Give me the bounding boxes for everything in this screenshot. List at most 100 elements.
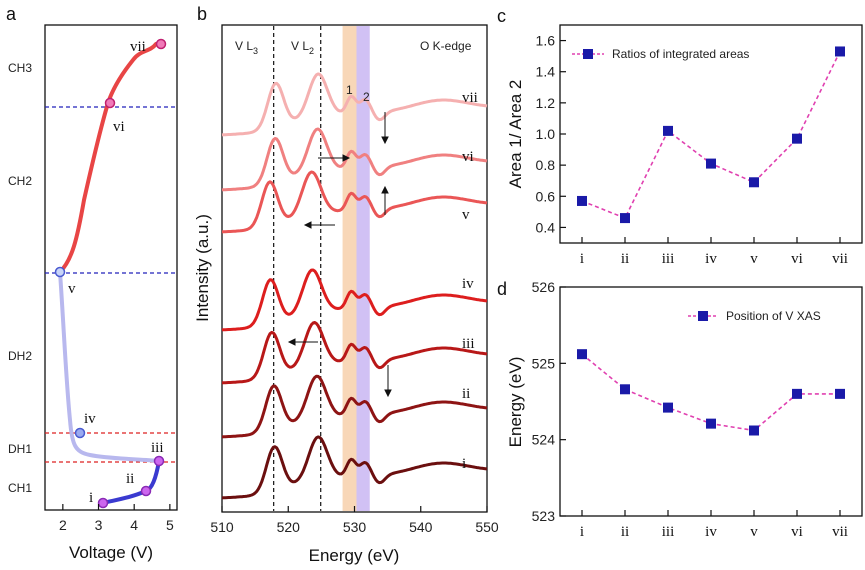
region-label-dh2: DH2 (8, 349, 32, 363)
arrowhead-down-iii (384, 389, 392, 398)
xtick-label: vii (832, 251, 848, 267)
stage-marker-ii (140, 485, 152, 497)
spectrum-i (221, 435, 488, 500)
legend-c-label: Ratios of integrated areas (612, 47, 749, 61)
stage-label-v: v (68, 281, 76, 297)
ytick-label: 1.0 (536, 126, 556, 142)
spectrum-ii (221, 374, 488, 439)
series-label-v: v (462, 207, 470, 223)
shift-arrows (287, 112, 392, 398)
stage-marker-v (54, 266, 66, 278)
stage-label-iii: iii (151, 440, 164, 456)
b-xtick-label: 510 (210, 519, 234, 535)
panel-a-frame (44, 24, 178, 511)
panel-b-y-axis-title: Intensity (a.u.) (193, 214, 212, 322)
ytick-label: 526 (532, 279, 556, 295)
data-point-i (577, 195, 587, 206)
xtick-label: iii (662, 251, 675, 267)
panel-b-xas-spectra: V L3 V L2 O K-edge 1 2 vii vi v iv iii i… (193, 24, 499, 565)
arrowhead-left-iii (287, 338, 296, 346)
data-point-iv (706, 418, 716, 429)
stage-label-iv: iv (84, 411, 96, 427)
xtick-label: vi (791, 524, 803, 540)
vl2-label: V L2 (291, 39, 314, 56)
vl3-label: V L3 (235, 39, 258, 56)
arrowhead-left-v (303, 221, 312, 229)
b-xtick-label: 550 (475, 519, 499, 535)
stage-label-vii: vii (130, 39, 146, 55)
arrowhead-up-v (381, 185, 389, 194)
xtick-label: vi (791, 251, 803, 267)
spectrum-iv (221, 268, 488, 332)
data-point-iii (663, 402, 673, 413)
region-label-ch3: CH3 (8, 61, 32, 75)
region-label-dh1: DH1 (8, 442, 32, 456)
legend-c-marker (583, 49, 593, 59)
edge-label: O K-edge (420, 39, 472, 53)
xtick-label: v (750, 524, 758, 540)
panel-letter-a: a (6, 4, 17, 24)
data-point-vii (835, 388, 845, 399)
band-1-label: 1 (346, 83, 353, 97)
data-point-vii (835, 46, 845, 57)
panel-a-x-axis-title: Voltage (V) (69, 543, 153, 562)
panel-b-x-axis-title: Energy (eV) (309, 546, 400, 565)
xtick-label: ii (621, 251, 629, 267)
ytick-label: 1.2 (536, 95, 556, 111)
ytick-label: 0.6 (536, 188, 556, 204)
curve-charge (58, 42, 158, 274)
panel-c-area-ratio: 0.40.60.81.01.21.41.6i ii iii iv v vi vii Rati… (506, 24, 863, 267)
ytick-label: 525 (532, 355, 556, 371)
data-point-ii (620, 213, 630, 224)
curve-discharge (58, 270, 161, 463)
spectrum-iii (221, 321, 488, 385)
arrowhead-down-vii (381, 136, 389, 145)
data-point-iii (663, 125, 673, 136)
data-point-vi (792, 388, 802, 399)
ytick-label: 0.8 (536, 157, 556, 173)
xtick-label: i (580, 524, 584, 540)
panel-letter-b: b (197, 4, 207, 24)
b-xtick-label: 540 (409, 519, 433, 535)
stage-marker-vi (104, 97, 116, 109)
series-label-i: i (462, 456, 466, 472)
data-point-v (749, 425, 759, 436)
panel-d-y-axis-title: Energy (eV) (506, 357, 525, 448)
panel-b-x-ticks: 510 520 530 540 550 (210, 506, 499, 535)
stage-label-i: i (89, 490, 93, 506)
a-xtick-label: 4 (130, 517, 138, 533)
stage-marker-vii (155, 38, 167, 50)
xtick-label: iv (705, 524, 717, 540)
data-point-vi (792, 133, 802, 144)
band-1-highlight (342, 26, 357, 511)
ytick-label: 1.4 (536, 64, 556, 80)
b-xtick-label: 520 (277, 519, 301, 535)
panel-a-voltage-profile: CH3 CH2 DH2 DH1 CH1 i ii iii iv v vi vii… (8, 24, 178, 562)
xtick-label: vii (832, 524, 848, 540)
data-point-iv (706, 158, 716, 169)
series-label-iii: iii (462, 336, 475, 352)
band-2-label: 2 (363, 90, 370, 104)
region-label-ch1: CH1 (8, 481, 32, 495)
stage-label-ii: ii (126, 471, 134, 487)
a-xtick-label: 2 (59, 517, 67, 533)
xtick-label: v (750, 251, 758, 267)
spectrum-v (221, 170, 488, 234)
stage-marker-iii (153, 455, 165, 467)
xtick-label: ii (621, 524, 629, 540)
panel-c-plot: 0.40.60.81.01.21.41.6i ii iii iv v vi vii (536, 33, 848, 267)
stage-marker-iv (74, 427, 86, 439)
ytick-label: 524 (532, 432, 556, 448)
data-point-i (577, 349, 587, 360)
region-label-ch2: CH2 (8, 174, 32, 188)
data-point-v (749, 177, 759, 188)
legend-d-label: Position of V XAS (726, 309, 821, 323)
data-point-ii (620, 384, 630, 395)
stage-marker-i (97, 497, 109, 509)
xtick-label: i (580, 251, 584, 267)
series-label-iv: iv (462, 276, 474, 292)
ytick-label: 1.6 (536, 33, 556, 49)
panel-a-x-ticks: 2 3 4 5 (59, 504, 174, 533)
b-xtick-label: 530 (343, 519, 367, 535)
